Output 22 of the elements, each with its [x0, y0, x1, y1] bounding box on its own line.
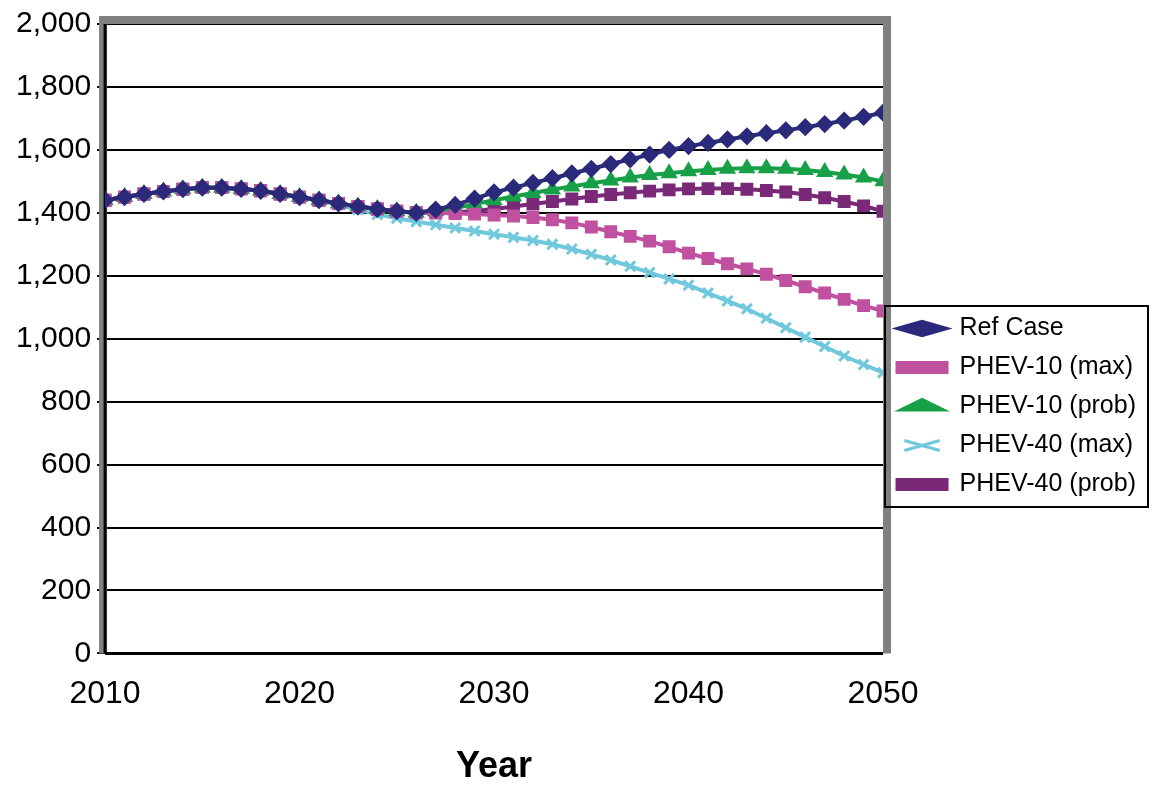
y-tick-label: 1,400 — [16, 194, 92, 228]
legend-label: PHEV-40 (max) — [959, 429, 1134, 458]
y-tick-label: 1,200 — [16, 257, 92, 291]
y-tick-label: 400 — [41, 508, 92, 542]
y-tick-label: 1,800 — [16, 68, 92, 102]
legend-label: PHEV-10 (prob) — [959, 390, 1136, 419]
y-tick-label: 1,600 — [16, 131, 92, 165]
x-tick-label: 2030 — [458, 674, 530, 711]
legend-label: PHEV-40 (prob) — [959, 468, 1136, 497]
x-tick-label: 2050 — [847, 674, 919, 711]
legend-label: PHEV-10 (max) — [959, 351, 1134, 380]
y-tick-label: 2,000 — [16, 5, 92, 39]
x-tick-label: 2010 — [69, 674, 141, 711]
y-tick-label: 200 — [41, 571, 92, 605]
x-tick-label: 2020 — [263, 674, 336, 711]
y-tick-label: 1,000 — [16, 319, 92, 353]
y-tick-label: 600 — [41, 445, 92, 479]
x-axis-title: Year — [456, 744, 533, 786]
legend-label: Ref Case — [959, 312, 1064, 341]
y-tick-label: 800 — [41, 382, 92, 416]
y-tick-label: 0 — [74, 634, 92, 668]
x-tick-label: 2040 — [652, 674, 725, 711]
